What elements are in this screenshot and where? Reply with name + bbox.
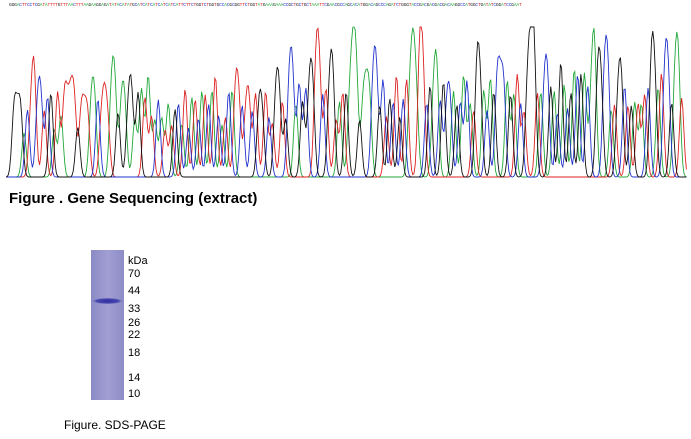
figure-caption-sds-page: Figure. SDS-PAGE: [64, 418, 166, 432]
ladder-mark: 18: [128, 347, 141, 359]
ladder-mark: 14: [128, 372, 141, 384]
ladder-mark: 44: [128, 285, 141, 297]
figure-caption-gene-sequencing: Figure . Gene Sequencing (extract): [9, 190, 258, 207]
sequence-text: GGGACTTCCTCGATATTTTGTTTAACTTTAAGAAGGAGAT…: [9, 3, 522, 8]
gel-background: [91, 250, 124, 400]
protein-band: [91, 297, 124, 305]
trace-C: [6, 34, 687, 178]
ladder-mark: 33: [128, 303, 141, 315]
chromatogram-trace: [6, 26, 687, 178]
sds-page-gel-lane: [91, 250, 124, 400]
ladder-mark: 26: [128, 317, 141, 329]
ladder-unit-label: kDa: [128, 255, 148, 267]
ladder-mark: 22: [128, 329, 141, 341]
ladder-mark: 10: [128, 388, 141, 400]
molecular-weight-ladder: kDa 70 44 33 26 22 18 14 10: [128, 256, 168, 406]
ladder-mark: 70: [128, 268, 141, 280]
trace-G: [6, 26, 687, 178]
